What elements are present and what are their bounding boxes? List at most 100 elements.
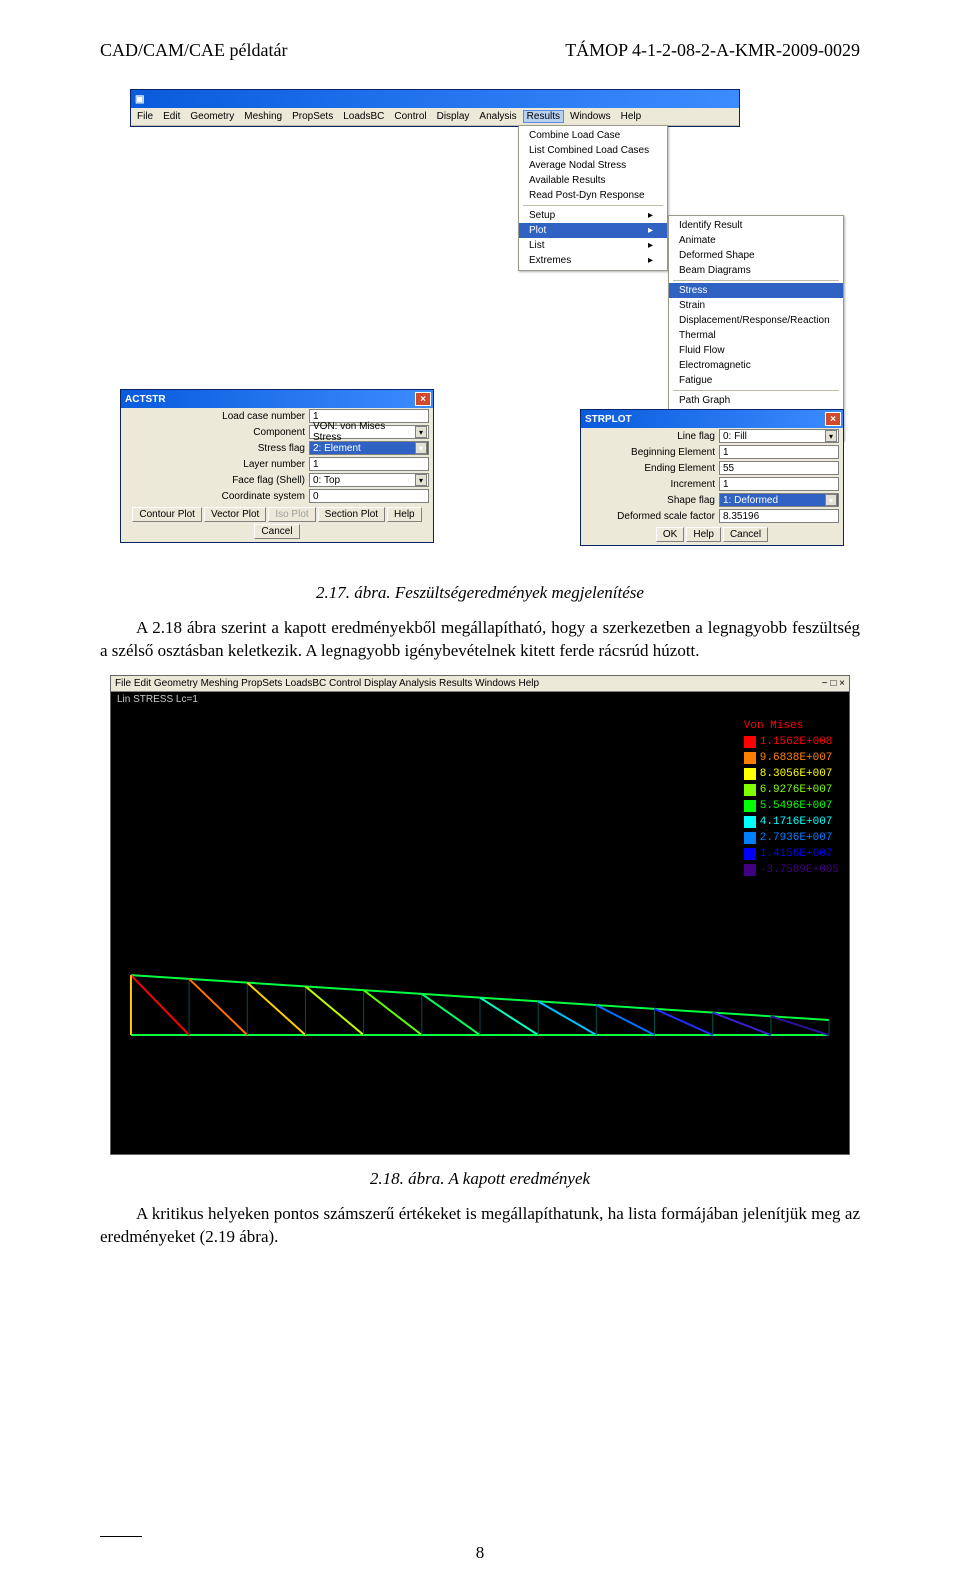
dialog-button[interactable]: Vector Plot	[204, 507, 266, 522]
form-row: Increment 1	[581, 476, 843, 492]
field-label: Stress flag	[258, 443, 305, 454]
field-label: Layer number	[243, 459, 305, 470]
field-input[interactable]: 1	[719, 477, 839, 491]
figure-2-17: ▣ FileEditGeometryMeshingPropSetsLoadsBC…	[110, 89, 850, 569]
menu-item[interactable]: Extremes▸	[519, 253, 667, 268]
actstr-titlebar[interactable]: ACTSTR ×	[121, 390, 433, 408]
menu-item[interactable]: Display	[433, 110, 474, 123]
menu-item[interactable]: LoadsBC	[339, 110, 388, 123]
truss-render	[111, 676, 849, 1155]
strplot-titlebar[interactable]: STRPLOT ×	[581, 410, 843, 428]
field-input[interactable]: 8.35196	[719, 509, 839, 523]
menu-item[interactable]: Electromagnetic	[669, 358, 843, 373]
menu-item[interactable]: File	[133, 110, 157, 123]
dialog-button[interactable]: Help	[387, 507, 422, 522]
results-menu[interactable]: Combine Load CaseList Combined Load Case…	[518, 125, 668, 271]
menu-item[interactable]: Deformed Shape	[669, 248, 843, 263]
field-label: Face flag (Shell)	[232, 475, 305, 486]
menu-item[interactable]: Setup▸	[519, 208, 667, 223]
menu-item[interactable]: Fatigue	[669, 373, 843, 388]
field-label: Ending Element	[644, 463, 715, 474]
field-input[interactable]: 0: Fill▾	[719, 429, 839, 443]
dialog-button[interactable]: Contour Plot	[132, 507, 202, 522]
menu-item[interactable]: Edit	[159, 110, 184, 123]
menu-item[interactable]: Combine Load Case	[519, 128, 667, 143]
close-icon[interactable]: ×	[825, 412, 841, 426]
actstr-buttons: Contour PlotVector PlotIso PlotSection P…	[121, 504, 433, 542]
menu-item[interactable]: Analysis	[475, 110, 520, 123]
field-input[interactable]: 0: Top▾	[309, 473, 429, 487]
chevron-down-icon[interactable]: ▾	[825, 430, 837, 442]
chevron-down-icon[interactable]: ▾	[415, 474, 427, 486]
app-icon: ▣	[135, 94, 144, 105]
menu-item[interactable]: Meshing	[240, 110, 286, 123]
field-label: Beginning Element	[631, 447, 715, 458]
menu-item[interactable]: Geometry	[186, 110, 238, 123]
form-row: Beginning Element 1	[581, 444, 843, 460]
menu-item[interactable]: Strain	[669, 298, 843, 313]
form-row: Coordinate system 0	[121, 488, 433, 504]
menu-item[interactable]: Identify Result	[669, 218, 843, 233]
form-row: Line flag0: Fill▾	[581, 428, 843, 444]
menu-item[interactable]: Available Results	[519, 173, 667, 188]
caption-2-18: 2.18. ábra. A kapott eredmények	[100, 1169, 860, 1189]
footer-rule	[100, 1536, 142, 1537]
dialog-button[interactable]: Section Plot	[318, 507, 385, 522]
field-input[interactable]: 2: Element▾	[309, 441, 429, 455]
field-input[interactable]: 0	[309, 489, 429, 503]
app-window: ▣ FileEditGeometryMeshingPropSetsLoadsBC…	[130, 89, 740, 127]
menu-item[interactable]: List▸	[519, 238, 667, 253]
menu-item[interactable]: Help	[617, 110, 646, 123]
form-row: Face flag (Shell) 0: Top▾	[121, 472, 433, 488]
menu-item[interactable]: Beam Diagrams	[669, 263, 843, 278]
dialog-button[interactable]: Cancel	[723, 527, 768, 542]
field-input[interactable]: 1	[309, 457, 429, 471]
strplot-buttons: OKHelpCancel	[581, 524, 843, 545]
paragraph-2: A kritikus helyeken pontos számszerű ért…	[100, 1203, 860, 1249]
strplot-dialog: STRPLOT × Line flag0: Fill▾Beginning Ele…	[580, 409, 844, 546]
menu-item[interactable]: Fluid Flow	[669, 343, 843, 358]
page-header: CAD/CAM/CAE példatár TÁMOP 4-1-2-08-2-A-…	[100, 40, 860, 61]
menu-item[interactable]: Plot▸	[519, 223, 667, 238]
dialog-button[interactable]: OK	[656, 527, 684, 542]
field-label: Shape flag	[667, 495, 715, 506]
header-left: CAD/CAM/CAE példatár	[100, 40, 287, 61]
form-row: Deformed scale factor8.35196	[581, 508, 843, 524]
menu-item[interactable]: Displacement/Response/Reaction	[669, 313, 843, 328]
menu-item[interactable]: Control	[390, 110, 430, 123]
paragraph-1: A 2.18 ábra szerint a kapott eredményekb…	[100, 617, 860, 663]
app-menubar[interactable]: FileEditGeometryMeshingPropSetsLoadsBCCo…	[131, 108, 739, 126]
field-input[interactable]: VON: von Mises Stress▾	[309, 425, 429, 439]
menu-item[interactable]: Read Post-Dyn Response	[519, 188, 667, 203]
strplot-body: Line flag0: Fill▾Beginning Element1Endin…	[581, 428, 843, 524]
form-row: Shape flag 1: Deformed▾	[581, 492, 843, 508]
field-input[interactable]: 1	[719, 445, 839, 459]
menu-item[interactable]: Results	[523, 110, 564, 123]
dialog-button: Iso Plot	[268, 507, 315, 522]
chevron-down-icon[interactable]: ▾	[825, 494, 837, 506]
chevron-down-icon[interactable]: ▾	[415, 442, 427, 454]
field-input[interactable]: 55	[719, 461, 839, 475]
menu-item[interactable]: Average Nodal Stress	[519, 158, 667, 173]
menu-item[interactable]: Animate	[669, 233, 843, 248]
form-row: Ending Element 55	[581, 460, 843, 476]
actstr-dialog: ACTSTR × Load case number1ComponentVON: …	[120, 389, 434, 543]
strplot-title: STRPLOT	[585, 414, 632, 425]
menu-item[interactable]: Windows	[566, 110, 615, 123]
field-label: Coordinate system	[222, 491, 305, 502]
menu-item[interactable]: Thermal	[669, 328, 843, 343]
page-number: 8	[0, 1543, 960, 1563]
menu-item[interactable]: List Combined Load Cases	[519, 143, 667, 158]
field-label: Load case number	[222, 411, 305, 422]
menu-item[interactable]: PropSets	[288, 110, 337, 123]
page: CAD/CAM/CAE példatár TÁMOP 4-1-2-08-2-A-…	[0, 0, 960, 1589]
field-input[interactable]: 1: Deformed▾	[719, 493, 839, 507]
dialog-button[interactable]: Help	[686, 527, 721, 542]
close-icon[interactable]: ×	[415, 392, 431, 406]
menu-item[interactable]: Path Graph	[669, 393, 843, 408]
chevron-down-icon[interactable]: ▾	[415, 426, 427, 438]
plot-submenu[interactable]: Identify ResultAnimateDeformed ShapeBeam…	[668, 215, 844, 441]
field-label: Increment	[671, 479, 715, 490]
menu-item[interactable]: Stress	[669, 283, 843, 298]
dialog-button[interactable]: Cancel	[254, 524, 299, 539]
